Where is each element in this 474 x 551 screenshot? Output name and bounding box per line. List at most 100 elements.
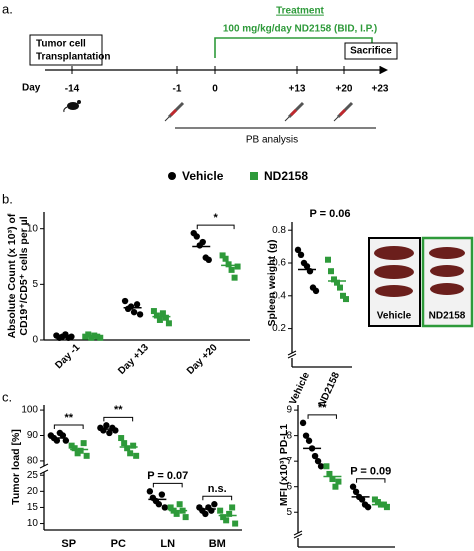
data-point — [232, 520, 239, 527]
data-point — [225, 261, 232, 268]
data-point — [205, 256, 212, 264]
data-point — [85, 331, 92, 338]
significance-bracket — [152, 482, 183, 488]
syringe-needle — [333, 116, 339, 122]
day-ticks: -14 -1 0 +13 +20 +23 — [65, 66, 389, 95]
data-point — [305, 437, 313, 444]
data-point — [71, 445, 78, 452]
data-point — [340, 292, 346, 299]
y-axis-label: Tumor load [%] — [10, 429, 22, 505]
data-point — [202, 510, 209, 518]
data-point — [97, 334, 104, 341]
data-point — [118, 435, 125, 442]
x-tick-label: BM — [209, 538, 226, 550]
data-point — [156, 316, 163, 323]
data-point — [334, 279, 340, 286]
legend-marker — [168, 172, 176, 180]
data-point — [80, 440, 87, 447]
timeline-arrow — [380, 66, 388, 74]
legend-marker — [250, 172, 258, 180]
significance-label: ** — [318, 402, 327, 414]
data-point — [228, 266, 235, 273]
start-box-text: Tumor cell — [36, 39, 86, 50]
x-tick-label: Day -1 — [53, 342, 82, 371]
data-point — [59, 432, 67, 439]
data-point — [103, 422, 110, 429]
data-point — [62, 437, 70, 444]
significance-label: P = 0.09 — [350, 466, 391, 478]
data-point — [153, 312, 160, 319]
data-point — [312, 287, 320, 295]
data-point — [159, 310, 166, 317]
data-point — [211, 501, 218, 508]
data-point — [112, 427, 119, 434]
spleen-photo — [368, 236, 474, 328]
data-point — [349, 483, 357, 490]
timeline-axis-label: Day — [22, 83, 41, 94]
data-point — [364, 503, 372, 511]
significance-bracket — [356, 478, 386, 483]
x-tick-label: LN — [160, 538, 175, 550]
significance-label: ** — [114, 404, 123, 416]
axis-break — [39, 463, 49, 469]
data-point — [182, 514, 189, 521]
data-point — [83, 452, 90, 459]
axis-break — [39, 469, 49, 475]
data-point — [337, 284, 343, 291]
data-point — [329, 476, 336, 483]
data-point — [331, 276, 337, 283]
data-point — [222, 255, 229, 262]
axis-break — [287, 350, 297, 356]
p-value-label: P = 0.06 — [309, 208, 350, 220]
y-tick-label: 6 — [286, 481, 292, 492]
data-point — [124, 445, 131, 452]
y-tick-label: 8 — [286, 430, 292, 441]
data-point — [136, 311, 144, 318]
data-point — [127, 303, 135, 310]
y-tick-label: 0.2 — [272, 323, 286, 334]
mouse-icon — [63, 100, 81, 113]
significance-label: n.s. — [208, 483, 227, 495]
data-point — [133, 301, 141, 308]
x-tick-label: SP — [61, 538, 76, 550]
y-tick-label: 90 — [27, 430, 39, 441]
data-point — [121, 297, 129, 305]
x-tick-label: Day +20 — [185, 342, 220, 377]
photo-label: Vehicle — [377, 311, 412, 322]
data-point — [155, 501, 163, 508]
data-point — [167, 504, 174, 511]
treatment-bracket — [214, 37, 373, 58]
y-tick-label: 100 — [21, 405, 38, 416]
y-tick-label: 0.8 — [272, 225, 286, 236]
data-point — [106, 429, 113, 437]
data-point — [217, 507, 224, 514]
data-point — [219, 252, 226, 259]
y-tick-label: 20 — [27, 486, 39, 497]
y-axis-label: MFI (x10³) PD-L1 — [278, 424, 290, 506]
data-point — [231, 274, 238, 281]
y-axis-label: CD19⁺/CD5⁺ cells per µl — [18, 216, 30, 335]
syringe-liquid — [289, 108, 298, 117]
data-point — [193, 233, 200, 240]
data-point — [173, 510, 180, 517]
legend-label: Vehicle — [182, 169, 224, 183]
data-point — [133, 452, 140, 459]
syringe-needle — [164, 116, 170, 122]
axis-break — [293, 533, 303, 539]
data-point — [302, 432, 310, 439]
end-box-text: Sacrifice — [350, 46, 392, 57]
data-point — [332, 483, 339, 490]
day-label: 0 — [212, 84, 218, 95]
y-tick-label: 0 — [32, 335, 38, 346]
data-point — [297, 251, 305, 258]
y-tick-label: 9 — [286, 405, 292, 416]
data-point — [199, 238, 206, 246]
data-point — [358, 496, 366, 503]
x-tick-label: PC — [111, 538, 126, 550]
legend-label: ND2158 — [264, 169, 308, 183]
significance-bracket — [103, 416, 134, 422]
end-box — [344, 42, 398, 60]
day-label: +23 — [372, 84, 389, 95]
day-label: +13 — [289, 84, 306, 95]
data-point — [176, 501, 183, 508]
